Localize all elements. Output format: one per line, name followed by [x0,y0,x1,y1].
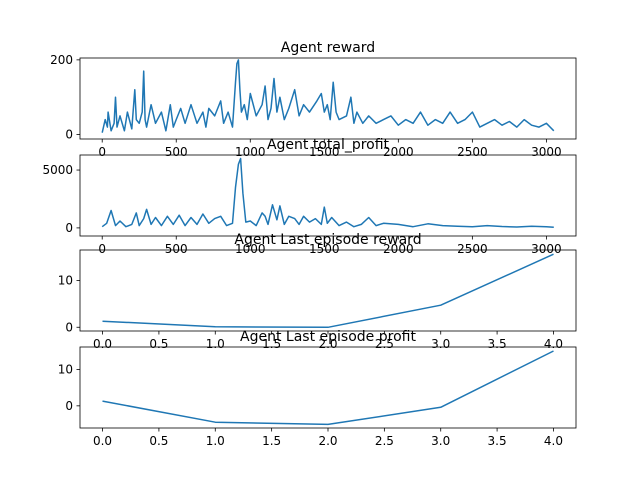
chart-title: Agent Last episode profit [240,329,416,345]
x-tick-label: 4.0 [544,337,563,351]
y-tick-label: 10 [58,273,73,287]
x-tick-label: 1.5 [262,337,281,351]
x-tick-label: 1.5 [262,434,281,448]
series-line-1 [101,157,554,229]
axes-frame [79,57,577,140]
series-line-1 [101,59,555,133]
chart-title: Agent total_profit [267,137,390,153]
chart-title: Agent Last episode reward [234,232,421,248]
y-tick-label: 0 [65,399,73,413]
x-tick-label: 3.5 [488,337,507,351]
x-tick-label: 2.0 [318,434,337,448]
x-tick-label: 3.5 [488,434,507,448]
x-tick-label: 0.0 [93,434,112,448]
x-tick-label: 3.0 [431,434,450,448]
x-tick-label: 0.0 [93,337,112,351]
x-tick-label: 3.0 [431,337,450,351]
y-tick-label: 10 [58,363,73,377]
y-tick-label: 5000 [42,163,73,177]
x-tick-label: 2000 [383,145,414,159]
x-tick-label: 0 [98,242,106,256]
x-tick-label: 3000 [531,242,562,256]
axes-frame [79,154,577,237]
x-tick-label: 0 [98,145,106,159]
x-tick-label: 500 [165,145,188,159]
x-tick-label: 1500 [309,145,340,159]
x-tick-label: 4.0 [544,434,563,448]
chart-title: Agent reward [281,40,375,56]
x-tick-label: 0.5 [149,434,168,448]
x-tick-label: 2000 [383,242,414,256]
y-tick-label: 200 [50,53,73,67]
x-tick-label: 1000 [235,242,266,256]
subplot-4: 0.0 0.5 1.0 1.5 2.0 2.5 3.0 3.5 4.0 0 10 Agent Last… [58,329,577,448]
x-tick-label: 0.5 [149,337,168,351]
x-tick-label: 1.0 [206,337,225,351]
x-tick-label: 500 [165,242,188,256]
y-tick-label: 0 [65,320,73,334]
y-tick-label: 0 [65,128,73,142]
x-tick-label: 1000 [235,145,266,159]
x-tick-label: 3000 [531,145,562,159]
series-line-1 [102,350,554,426]
x-tick-label: 2.5 [375,337,394,351]
x-tick-label: 2.0 [318,337,337,351]
x-tick-label: 2.5 [375,434,394,448]
x-tick-label: 1500 [309,242,340,256]
y-tick-label: 0 [65,221,73,235]
subplot-3: 0.0 0.5 1.0 1.5 2.0 2.5 3.0 3.5 4.0 0 10 Agent Last… [58,232,577,351]
x-tick-label: 1.0 [206,434,225,448]
series-line-1 [102,253,554,329]
x-tick-label: 2500 [457,242,488,256]
x-tick-label: 2500 [457,145,488,159]
subplot-1: 0 500 1000 1500 2000 2500 3000 0 200 Agent reward [50,40,577,159]
